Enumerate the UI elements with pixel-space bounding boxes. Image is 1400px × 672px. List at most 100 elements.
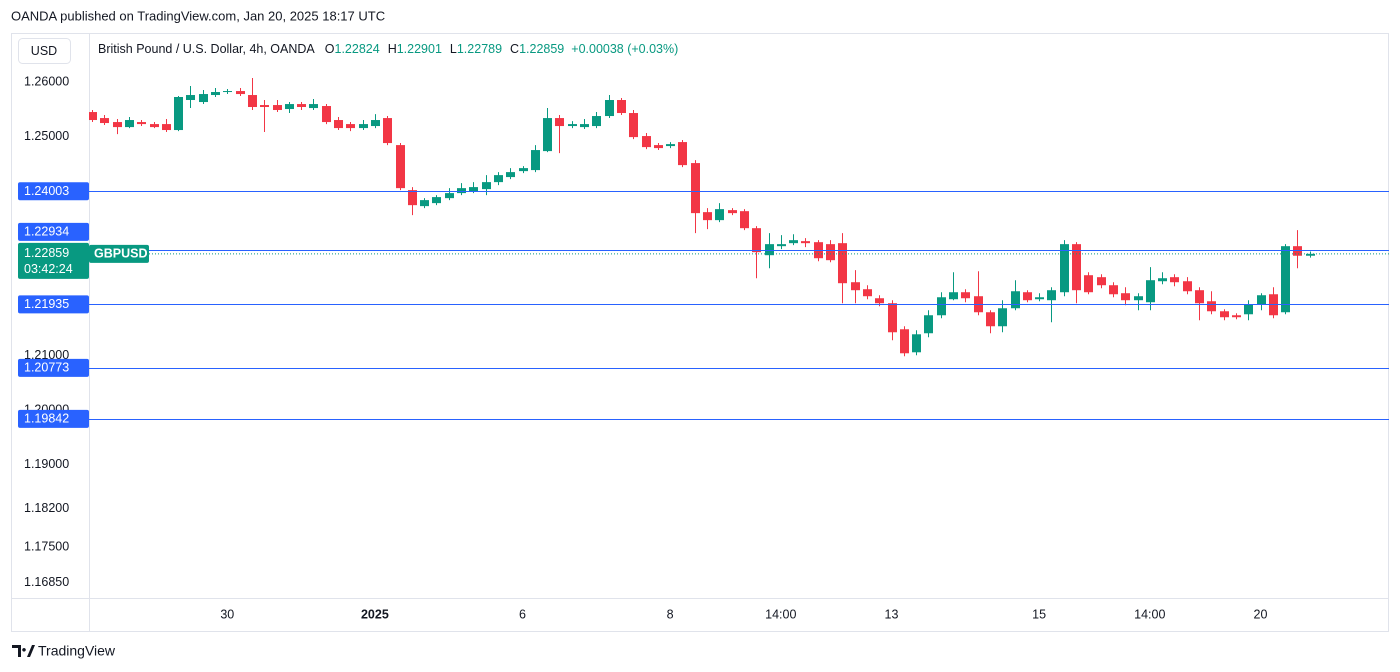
candle-body: [678, 142, 687, 166]
candle-body: [89, 112, 97, 121]
candle-body: [1011, 291, 1020, 309]
candle-body: [445, 193, 454, 199]
candle-body: [568, 124, 577, 127]
candle-body: [986, 312, 995, 327]
y-tick-label: 1.18200: [24, 501, 69, 515]
footer-logo: TradingView: [12, 643, 116, 659]
candle-body: [1109, 285, 1118, 295]
candle-body: [334, 120, 343, 129]
currency-button[interactable]: [18, 38, 71, 64]
candle-body: [1134, 296, 1143, 301]
candle-body: [1047, 290, 1056, 301]
y-tick-label: 1.21000: [24, 348, 69, 362]
legend-ohlc-value: 1.22824: [335, 42, 380, 56]
candle-body: [297, 104, 306, 108]
candle-body: [322, 106, 331, 123]
candle-body: [494, 175, 503, 183]
candle-body: [1170, 277, 1179, 283]
candle-body: [998, 308, 1007, 327]
currency-label: USD: [31, 44, 57, 58]
y-tick-label: 1.25000: [24, 129, 69, 143]
candle-body: [113, 122, 122, 128]
candle-body: [728, 210, 737, 214]
level-label-box: [18, 222, 89, 241]
x-tick-label: 30: [220, 607, 234, 621]
candle-body: [1195, 290, 1204, 304]
candle-body: [408, 190, 417, 206]
candle-body: [1097, 277, 1106, 286]
candle-body: [420, 200, 429, 207]
candle-body: [580, 124, 589, 128]
candle-body: [260, 105, 269, 108]
candle-body: [826, 244, 835, 261]
candle-body: [888, 303, 897, 333]
legend-ohlc-letter: C: [510, 42, 519, 56]
candle-body: [1146, 280, 1155, 303]
candle-body: [1072, 244, 1081, 291]
candle-body: [605, 100, 614, 117]
candle-body: [346, 124, 355, 129]
candle-body: [396, 145, 405, 189]
candle-body: [519, 168, 528, 172]
x-tick-label: 13: [885, 607, 899, 621]
candle-body: [1244, 304, 1253, 315]
legend-title: British Pound / U.S. Dollar, 4h, OANDA: [98, 42, 315, 56]
candle-body: [949, 292, 958, 300]
plot-area: [89, 78, 1315, 357]
candle-body: [1035, 297, 1044, 300]
candle-body: [1060, 244, 1069, 293]
candle-body: [162, 124, 171, 131]
candle-body: [1257, 295, 1266, 305]
candle-body: [1207, 301, 1216, 312]
candle-body: [432, 197, 441, 204]
candle-body: [937, 297, 946, 316]
x-tick-label: 2025: [361, 607, 389, 621]
level-label: 1.19842: [24, 412, 69, 426]
candle-body: [506, 172, 515, 178]
candle-body: [617, 100, 626, 114]
candle-body: [592, 116, 601, 127]
candle-body: [1183, 281, 1192, 292]
x-tick-label: 14:00: [765, 607, 796, 621]
legend-ohlc-value: 1.22901: [397, 42, 442, 56]
candle-body: [740, 211, 749, 229]
x-tick-label: 15: [1032, 607, 1046, 621]
candle-body: [383, 118, 392, 144]
candle-body: [1023, 292, 1032, 301]
candle-body: [1158, 278, 1167, 282]
candle-body: [629, 113, 638, 138]
candle-body: [900, 329, 909, 354]
candle-body: [555, 118, 564, 127]
candle-body: [851, 282, 860, 291]
level-label: 1.24003: [24, 184, 69, 198]
candle-body: [912, 334, 921, 353]
candle-body: [789, 240, 798, 244]
y-tick-label: 1.19000: [24, 457, 69, 471]
candle-body: [1306, 253, 1315, 256]
level-label-box: [18, 295, 89, 314]
x-tick-label: 14:00: [1134, 607, 1165, 621]
candle-body: [211, 92, 220, 96]
x-tick-label: 8: [667, 607, 674, 621]
candle-body: [482, 182, 491, 190]
candle-body: [703, 212, 712, 221]
current-price-box: [18, 242, 89, 279]
candle-body: [137, 122, 146, 125]
candle-body: [309, 104, 318, 109]
level-label-box: [18, 358, 89, 377]
candle-body: [961, 292, 970, 299]
legend-ohlc-letter: L: [450, 42, 457, 56]
chart-frame: [11, 33, 1389, 632]
candle-body: [715, 209, 724, 221]
legend-ohlc-letter: O: [325, 42, 335, 56]
level-label: 1.22934: [24, 225, 69, 239]
candle-body: [666, 144, 675, 147]
level-label-box: [18, 409, 89, 428]
candle-body: [752, 228, 761, 253]
candle-body: [838, 243, 847, 284]
candle-body: [236, 91, 245, 95]
legend-change: +0.00038 (+0.03%): [571, 42, 678, 56]
candle-body: [924, 315, 933, 334]
